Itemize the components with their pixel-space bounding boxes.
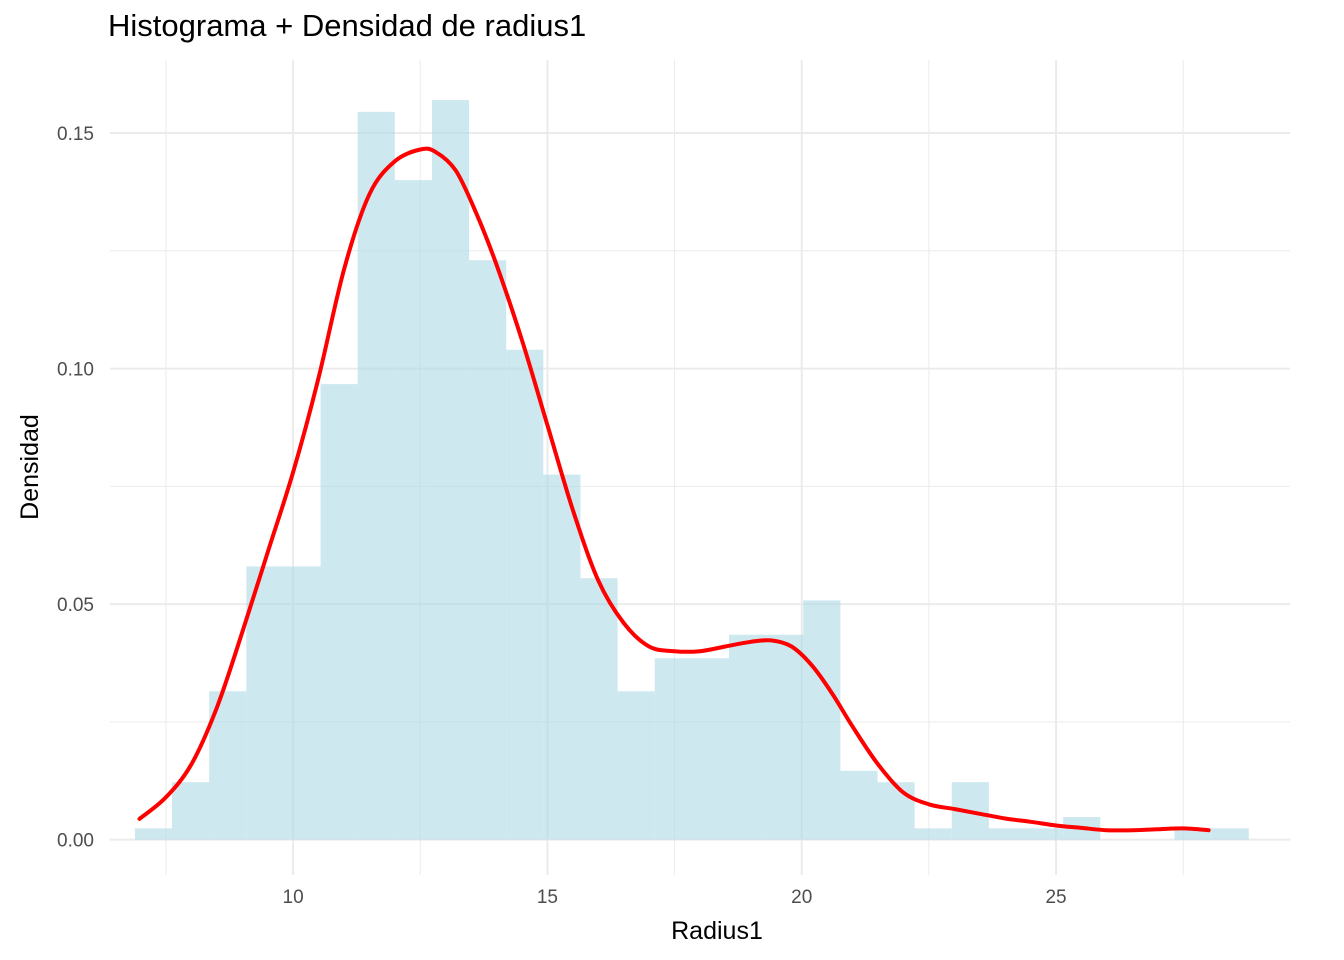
histogram-bar xyxy=(766,634,804,840)
histogram-bar xyxy=(320,384,358,840)
histogram-bar xyxy=(134,828,173,840)
x-axis-ticks: 10 15 20 25 xyxy=(283,887,1067,908)
y-axis-title: Densidad xyxy=(16,414,44,520)
x-axis-title: Radius1 xyxy=(671,917,763,945)
histogram-bar xyxy=(543,474,581,840)
y-tick-label: 0.05 xyxy=(57,595,94,616)
histogram-bar xyxy=(914,828,952,840)
histogram-bar xyxy=(840,770,878,840)
x-tick-label: 20 xyxy=(791,887,812,908)
y-tick-label: 0.00 xyxy=(57,831,94,852)
histogram-bars xyxy=(134,100,1249,840)
histogram-bar xyxy=(1174,828,1212,840)
histogram-bar xyxy=(580,578,618,840)
histogram-bar xyxy=(803,600,841,840)
histogram-bar xyxy=(877,782,915,840)
y-tick-label: 0.15 xyxy=(57,124,94,145)
x-tick-label: 25 xyxy=(1045,887,1066,908)
y-tick-label: 0.10 xyxy=(57,360,94,381)
histogram-bar xyxy=(506,349,544,840)
histogram-bar xyxy=(172,782,210,840)
density-curve xyxy=(137,146,1211,833)
x-tick-label: 15 xyxy=(537,887,558,908)
histogram-bar xyxy=(691,658,729,840)
density-curve-layer xyxy=(137,146,1211,833)
x-tick-label: 10 xyxy=(283,887,304,908)
histogram-bar xyxy=(1211,828,1249,840)
histogram-bar xyxy=(654,658,692,840)
histogram-bar xyxy=(1026,828,1064,840)
y-axis-ticks: 0.00 0.05 0.10 0.15 xyxy=(57,124,94,852)
histogram-bar xyxy=(431,100,470,840)
chart-title: Histograma + Densidad de radius1 xyxy=(108,8,587,43)
histogram-bar xyxy=(617,691,655,840)
histogram-bar xyxy=(283,566,321,840)
histogram-bar xyxy=(988,828,1027,840)
histogram-bar xyxy=(469,260,507,840)
histogram-bar xyxy=(728,634,767,840)
histogram-bar xyxy=(394,180,432,840)
histogram-bar xyxy=(357,111,395,840)
histogram-bar xyxy=(246,566,284,840)
